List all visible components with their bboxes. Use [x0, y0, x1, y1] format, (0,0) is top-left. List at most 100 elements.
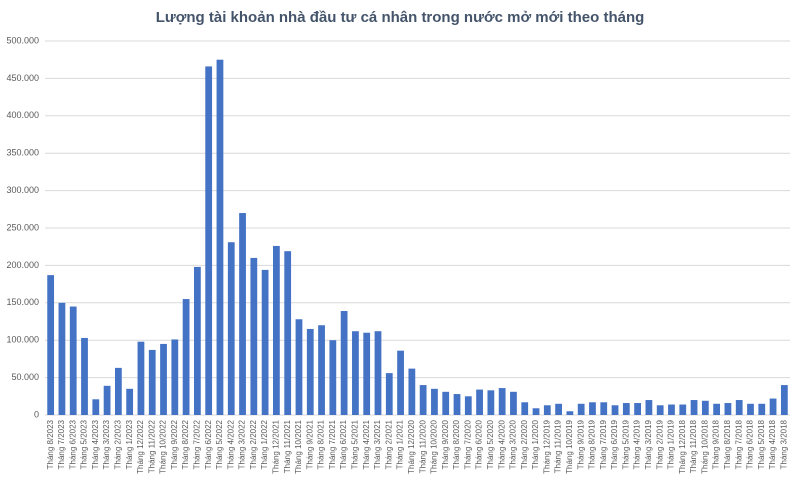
y-tick-label: 400.000 — [6, 110, 39, 120]
x-tick-label: Tháng 1/2023 — [125, 419, 134, 469]
bar — [668, 404, 675, 415]
x-tick-label: Tháng 11/2019 — [554, 419, 563, 473]
x-tick-label: Tháng 6/2020 — [475, 419, 484, 469]
bar — [521, 402, 529, 415]
bar — [566, 411, 574, 415]
bar — [329, 340, 337, 415]
bar — [194, 266, 201, 415]
x-tick-label: Tháng 3/2023 — [102, 419, 111, 469]
x-tick-label: Tháng 5/2018 — [757, 419, 766, 469]
bar — [453, 394, 461, 415]
bar — [318, 325, 325, 415]
bar — [634, 403, 641, 415]
x-tick-label: Tháng 5/2020 — [486, 419, 495, 469]
x-tick-label: Tháng 4/2018 — [768, 419, 777, 469]
bar — [148, 349, 156, 415]
x-tick-label: Tháng 2/2021 — [384, 419, 393, 469]
x-tick-label: Tháng 8/2018 — [723, 419, 732, 469]
x-tick-label: Tháng 10/2021 — [294, 419, 303, 473]
bar — [261, 269, 269, 415]
y-tick-label: 300.000 — [6, 185, 39, 195]
x-tick-label: Tháng 6/2019 — [610, 419, 619, 469]
x-tick-label: Tháng 3/2019 — [644, 419, 653, 469]
x-tick-label: Tháng 12/2018 — [678, 419, 687, 473]
x-tick-label: Tháng 7/2019 — [599, 419, 608, 469]
x-tick-label: Tháng 6/2018 — [746, 419, 755, 469]
x-tick-label: Tháng 11/2021 — [283, 419, 292, 473]
bar — [385, 373, 393, 415]
y-tick-label: 150.000 — [6, 297, 39, 307]
bar — [114, 367, 122, 415]
bar — [126, 388, 134, 415]
bar — [690, 400, 698, 415]
bar — [250, 257, 258, 415]
bar — [476, 389, 483, 415]
x-tick-label: Tháng 8/2022 — [181, 419, 190, 469]
bar — [160, 343, 167, 415]
bar — [724, 403, 732, 415]
bar — [205, 66, 213, 415]
y-tick-label: 200.000 — [6, 260, 39, 270]
bar — [352, 331, 359, 415]
bar — [442, 391, 450, 415]
x-tick-label: Tháng 7/2022 — [192, 419, 201, 469]
bar — [47, 275, 55, 415]
bar — [758, 403, 766, 415]
y-tick-label: 500.000 — [6, 35, 39, 45]
x-tick-label: Tháng 1/2022 — [260, 419, 269, 469]
x-tick-label: Tháng 3/2022 — [238, 419, 247, 469]
x-tick-label: Tháng 2/2019 — [655, 419, 664, 469]
x-tick-label: Tháng 6/2023 — [68, 419, 77, 469]
y-tick-label: 0 — [34, 409, 39, 419]
x-tick-label: Tháng 11/2018 — [689, 419, 698, 473]
x-tick-label: Tháng 9/2018 — [712, 419, 721, 469]
bar — [92, 399, 100, 415]
x-tick-label: Tháng 1/2020 — [531, 419, 540, 469]
bar — [103, 385, 111, 415]
x-tick-label: Tháng 9/2021 — [305, 419, 314, 469]
x-tick-label: Tháng 11/2022 — [147, 419, 156, 473]
bar — [656, 405, 664, 415]
bar — [487, 390, 495, 415]
bar — [701, 400, 709, 415]
x-tick-label: Tháng 10/2019 — [565, 419, 574, 473]
x-tick-label: Tháng 3/2021 — [373, 419, 382, 469]
x-tick-label: Tháng 9/2020 — [441, 419, 450, 469]
bar — [622, 403, 630, 415]
bar — [431, 388, 438, 415]
x-tick-label: Tháng 8/2023 — [46, 419, 55, 469]
bar — [747, 403, 754, 415]
bar — [374, 331, 382, 415]
bar — [769, 398, 777, 415]
y-tick-label: 450.000 — [6, 73, 39, 83]
x-tick-label: Tháng 5/2023 — [80, 419, 89, 469]
x-tick-label: Tháng 7/2023 — [57, 419, 66, 469]
bar — [735, 400, 743, 415]
x-tick-label: Tháng 4/2021 — [362, 419, 371, 469]
x-tick-label: Tháng 9/2019 — [576, 419, 585, 469]
x-tick-label: Tháng 3/2018 — [779, 419, 788, 469]
x-tick-label: Tháng 6/2022 — [204, 419, 213, 469]
x-tick-label: Tháng 4/2022 — [226, 419, 235, 469]
bar — [58, 302, 66, 415]
bar — [611, 405, 619, 415]
x-tick-label: Tháng 2/2020 — [520, 419, 529, 469]
x-tick-label: Tháng 12/2020 — [407, 419, 416, 473]
x-tick-label: Tháng 4/2023 — [91, 419, 100, 469]
x-tick-label: Tháng 10/2018 — [700, 419, 709, 473]
bar — [498, 388, 506, 415]
bar — [555, 403, 562, 415]
bar — [645, 400, 653, 415]
x-tick-label: Tháng 1/2021 — [396, 419, 405, 469]
y-tick-label: 100.000 — [6, 335, 39, 345]
bar — [397, 350, 404, 415]
bar — [171, 339, 179, 415]
x-tick-label: Tháng 5/2019 — [621, 419, 630, 469]
bar — [239, 213, 246, 415]
x-tick-label: Tháng 9/2022 — [170, 419, 179, 469]
bar — [81, 337, 88, 415]
bar — [69, 306, 77, 415]
x-tick-label: Tháng 4/2020 — [497, 419, 506, 469]
bar — [227, 242, 235, 415]
x-tick-label: Tháng 12/2019 — [542, 419, 551, 473]
